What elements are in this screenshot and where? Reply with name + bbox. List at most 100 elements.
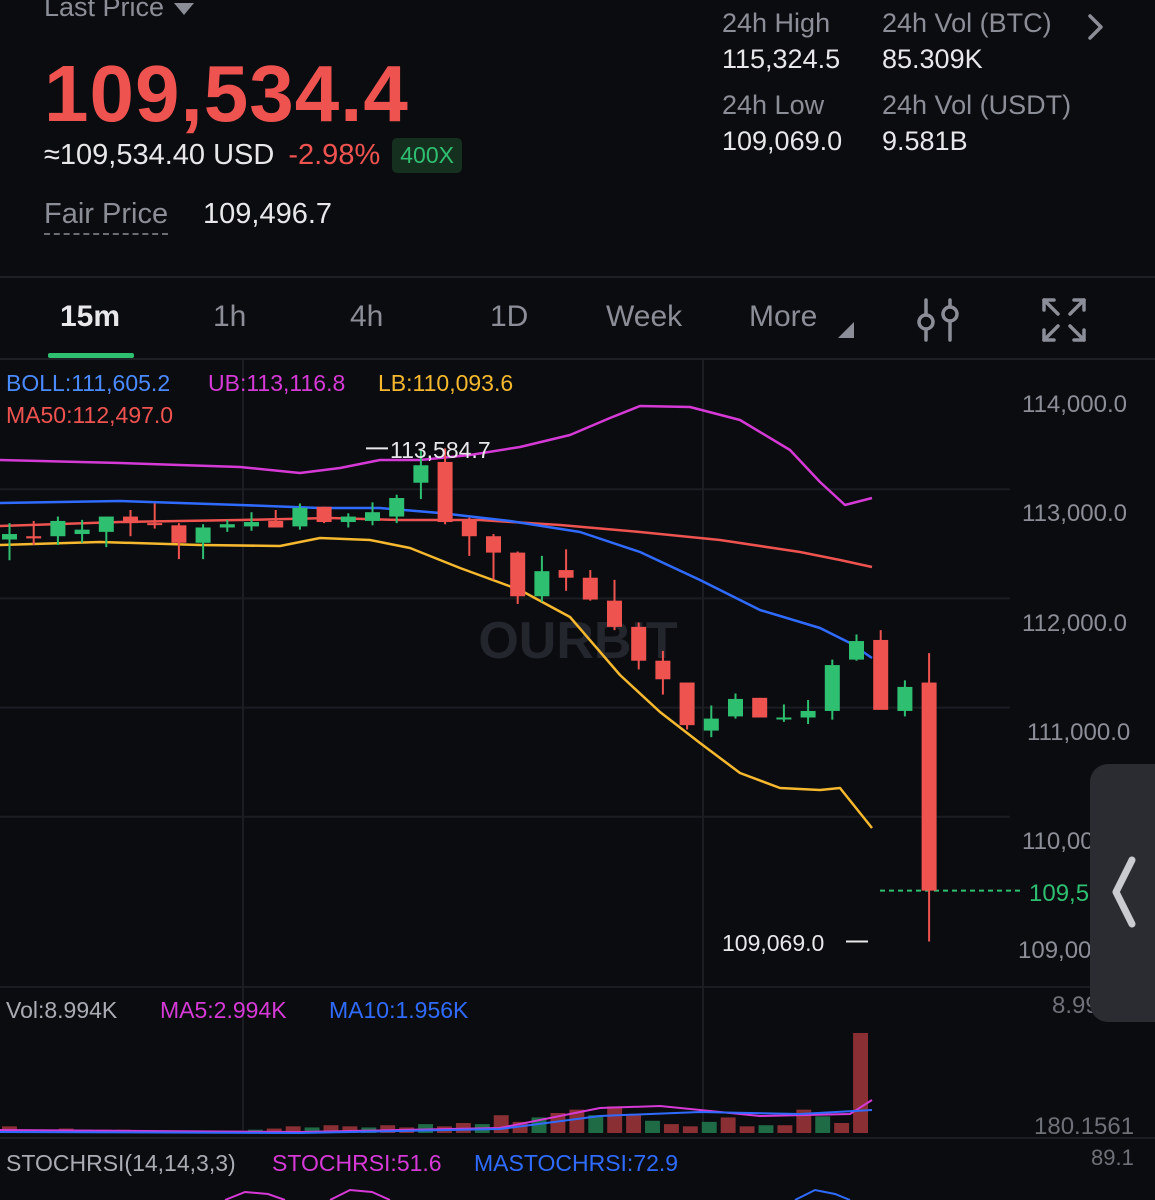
- leverage-badge: 400X: [392, 138, 462, 173]
- stochrsi-axis-max: 89.1: [1091, 1145, 1134, 1170]
- chevron-right-icon[interactable]: [1082, 10, 1110, 44]
- volume-ma10: MA10:1.956K: [329, 997, 469, 1023]
- stochrsi-line: [329, 1188, 391, 1200]
- candle-body: [921, 682, 937, 891]
- tab-1h[interactable]: 1h: [213, 300, 247, 333]
- candle-body: [776, 717, 792, 720]
- candle-body: [2, 534, 17, 540]
- volume-bar: [758, 1125, 774, 1133]
- volume-bar: [663, 1124, 679, 1133]
- candlestick-chart[interactable]: OURBIT: [0, 360, 1155, 1200]
- volume-bar: [645, 1120, 660, 1133]
- 24h-high-label: 24h High: [722, 8, 831, 38]
- candle-body: [98, 516, 114, 532]
- lb-value: LB:110,093.6: [378, 370, 514, 396]
- chart-area[interactable]: OURBIT BOLL:111,605.2 UB:113,116.8 LB:11…: [0, 360, 1155, 1200]
- volume-bar: [777, 1125, 793, 1133]
- candle-body: [26, 536, 42, 539]
- panel-collapse-handle[interactable]: [1090, 764, 1155, 1022]
- axis-label-110000: 110,00: [1022, 828, 1094, 855]
- active-tab-indicator: [48, 353, 134, 358]
- candle-body: [123, 516, 138, 524]
- volume-axis-min: 180.1561: [1034, 1113, 1135, 1140]
- last-price-value: 109,534.4: [44, 49, 409, 138]
- candle-body: [171, 525, 187, 543]
- volume-bar: [720, 1117, 736, 1133]
- volume-bar: [493, 1115, 509, 1133]
- candle-body: [292, 507, 308, 527]
- volume-bar: [834, 1122, 850, 1133]
- candle-body: [728, 698, 743, 717]
- fair-price-value: 109,496.7: [203, 198, 333, 230]
- 24h-high-value: 115,324.5: [722, 44, 841, 74]
- candle-body: [800, 710, 816, 718]
- candle-body: [582, 577, 598, 600]
- candle-body: [244, 522, 259, 527]
- stochrsi-lines: [224, 1188, 851, 1200]
- bollinger-bands: [0, 404, 1020, 892]
- volume-bars: [0, 1033, 873, 1135]
- candle-body: [147, 523, 163, 526]
- volume-ma10-line: [0, 1109, 873, 1135]
- tab-more[interactable]: More: [749, 300, 818, 333]
- candle-body: [316, 506, 332, 523]
- candle-body: [340, 516, 356, 523]
- indicator-settings-icon[interactable]: [912, 296, 964, 344]
- price-annotations: [366, 447, 868, 943]
- price-change-percent: -2.98%: [288, 139, 381, 171]
- axis-label-111000: 111,000.0: [1027, 719, 1131, 746]
- 24h-vol-btc-label: 24h Vol (BTC): [882, 8, 1052, 38]
- axis-label-112000: 112,000.0: [1022, 610, 1127, 637]
- price-summary-row: ≈109,534.40 USD -2.98% 400X: [44, 138, 462, 173]
- candle-body: [631, 626, 647, 661]
- candle-body: [461, 520, 477, 537]
- candle-body: [413, 465, 429, 483]
- tabs-divider: [0, 358, 1155, 360]
- fair-price-label[interactable]: Fair Price: [44, 198, 169, 235]
- stochrsi-params: STOCHRSI(14,14,3,3): [6, 1150, 236, 1176]
- candle-body: [873, 639, 889, 710]
- volume-bar: [626, 1115, 642, 1133]
- volume-bar: [285, 1126, 301, 1133]
- tab-week[interactable]: Week: [606, 300, 683, 333]
- fullscreen-icon[interactable]: [1040, 296, 1088, 344]
- candle-body: [824, 665, 840, 711]
- candle-body: [268, 520, 284, 528]
- candle-body: [534, 571, 550, 597]
- ma50-value: MA50:112,497.0: [6, 402, 174, 428]
- candle-body: [74, 529, 90, 535]
- tab-1d[interactable]: 1D: [490, 300, 529, 333]
- candle-body: [365, 512, 380, 521]
- usd-equivalent: ≈109,534.40 USD: [44, 139, 275, 171]
- volume-value: Vol:8.994K: [6, 997, 118, 1023]
- tab-4h[interactable]: 4h: [350, 300, 384, 333]
- volume-bar: [682, 1126, 698, 1133]
- caret-down-icon: [174, 2, 195, 15]
- candles: [2, 448, 937, 942]
- volume-bar: [853, 1033, 868, 1133]
- tab-15m[interactable]: 15m: [60, 300, 121, 333]
- candle-body: [389, 498, 405, 517]
- volume-bar: [380, 1125, 396, 1133]
- last-price-selector[interactable]: Last Price: [44, 0, 195, 23]
- candle-body: [703, 718, 719, 731]
- 24h-vol-usdt-label: 24h Vol (USDT): [882, 90, 1072, 120]
- volume-bar: [512, 1121, 528, 1133]
- 24h-low-label: 24h Low: [722, 90, 825, 120]
- ub-value: UB:113,116.8: [208, 370, 346, 396]
- upper-band-line: [0, 404, 873, 507]
- candle-body: [486, 536, 501, 553]
- candle-body: [437, 461, 453, 523]
- 24h-low-value: 109,069.0: [722, 126, 843, 156]
- high-price-annotation: 113,584.7: [390, 437, 491, 463]
- ticker-panel: Last Price 109,534.4 ≈109,534.40 USD -2.…: [0, 0, 1155, 276]
- candle-body: [849, 641, 864, 660]
- candle-body: [510, 552, 526, 597]
- boll-value: BOLL:111,605.2: [6, 370, 171, 396]
- watermark: OURBIT: [478, 612, 678, 670]
- candle-body: [655, 660, 671, 680]
- axis-label-109000: 109,00: [1018, 937, 1092, 964]
- candle-body: [752, 697, 768, 718]
- last-price-label: Last Price: [44, 0, 165, 22]
- caret-corner-icon: [838, 322, 854, 338]
